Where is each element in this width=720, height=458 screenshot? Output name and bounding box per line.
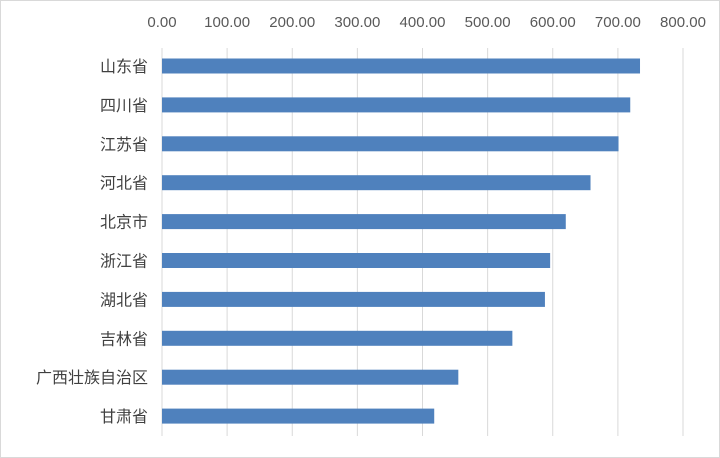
bar — [162, 408, 435, 424]
category-label: 湖北省 — [100, 290, 148, 309]
x-tick-label: 100.00 — [204, 14, 250, 31]
x-tick-label: 400.00 — [400, 14, 446, 31]
category-label: 广西壮族自治区 — [36, 368, 148, 387]
category-label: 浙江省 — [100, 252, 148, 271]
category-label: 甘肃省 — [100, 407, 148, 426]
bar — [162, 253, 551, 268]
category-label: 河北省 — [100, 174, 148, 193]
x-tick-label: 0.00 — [147, 14, 176, 31]
bar — [162, 369, 459, 385]
x-tick-label: 600.00 — [530, 14, 576, 31]
x-tick-label: 300.00 — [334, 14, 380, 31]
x-axis-ticks: 0.00 100.00 200.00 300.00 400.00 500.00 600.00… — [147, 14, 706, 31]
bar — [162, 175, 591, 191]
category-label: 山东省 — [100, 57, 148, 76]
bar — [162, 291, 545, 307]
x-tick-label: 800.00 — [660, 14, 706, 31]
x-tick-label: 700.00 — [595, 14, 641, 31]
bar — [162, 214, 566, 230]
bar — [162, 97, 631, 113]
bars — [162, 58, 641, 424]
bar — [162, 136, 619, 152]
category-label: 江苏省 — [100, 135, 148, 154]
x-tick-label: 200.00 — [269, 14, 315, 31]
bar — [162, 58, 641, 74]
x-tick-label: 500.00 — [465, 14, 511, 31]
category-label: 北京市 — [100, 213, 148, 232]
category-label: 四川省 — [100, 96, 148, 115]
bar — [162, 330, 513, 346]
category-label: 吉林省 — [100, 329, 148, 348]
